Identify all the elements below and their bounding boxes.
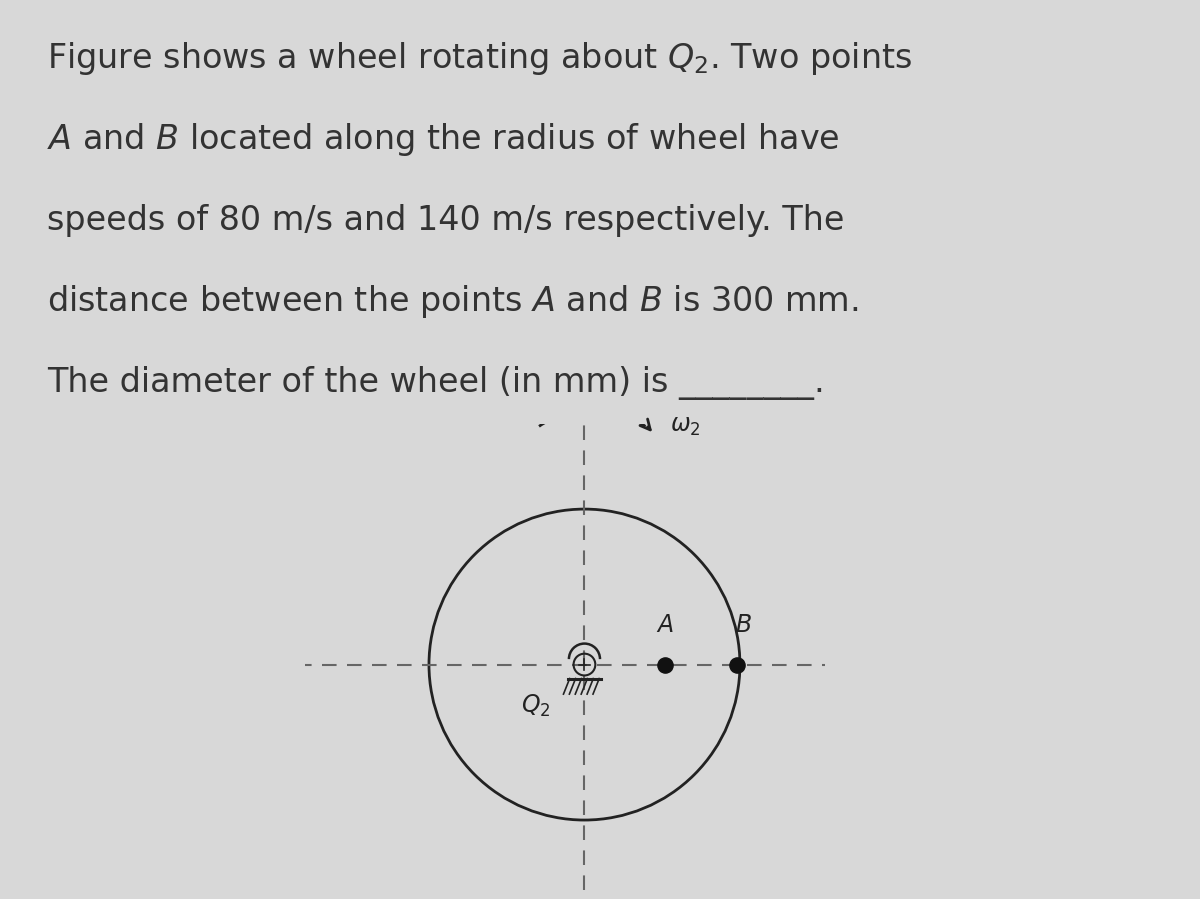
Text: The diameter of the wheel (in mm) is ________.: The diameter of the wheel (in mm) is ___… (47, 366, 824, 400)
Text: Figure shows a wheel rotating about $Q_2$. Two points: Figure shows a wheel rotating about $Q_2… (47, 40, 912, 77)
Text: speeds of 80 m/s and 140 m/s respectively. The: speeds of 80 m/s and 140 m/s respectivel… (47, 204, 845, 237)
Text: distance between the points $A$ and $B$ is 300 mm.: distance between the points $A$ and $B$ … (47, 283, 858, 320)
Text: $Q_2$: $Q_2$ (521, 692, 551, 719)
Text: $A$: $A$ (656, 612, 674, 636)
Point (727, 657, 746, 672)
Point (655, 657, 674, 672)
Text: $A$ and $B$ located along the radius of wheel have: $A$ and $B$ located along the radius of … (47, 121, 840, 158)
Text: $B$: $B$ (734, 612, 751, 636)
Text: $\omega_2$: $\omega_2$ (670, 414, 701, 439)
